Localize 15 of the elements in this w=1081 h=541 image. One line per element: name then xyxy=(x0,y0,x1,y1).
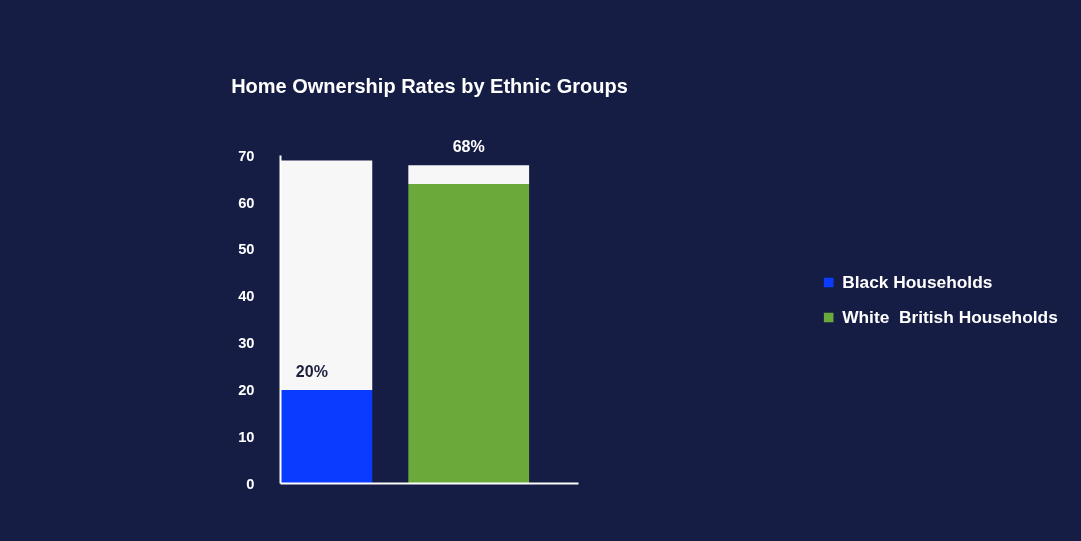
y-tick-label: 60 xyxy=(238,194,255,211)
total-label: 68% xyxy=(452,138,485,156)
y-tick-label: 50 xyxy=(238,241,255,258)
y-tick-label: 40 xyxy=(238,288,255,305)
y-tick-label: 0 xyxy=(246,475,255,492)
y-tick-label: 20 xyxy=(238,381,255,398)
legend-label: White British Households xyxy=(842,306,1058,328)
bar xyxy=(408,183,530,484)
y-tick-label: 10 xyxy=(238,428,255,445)
data-label: 20% xyxy=(295,362,328,380)
legend-label: Black Households xyxy=(842,271,993,293)
y-tick-label: 70 xyxy=(238,147,255,164)
chart-title: Home Ownership Rates by Ethnic Groups xyxy=(231,74,628,97)
bar xyxy=(280,389,373,484)
y-tick-label: 30 xyxy=(238,335,255,352)
